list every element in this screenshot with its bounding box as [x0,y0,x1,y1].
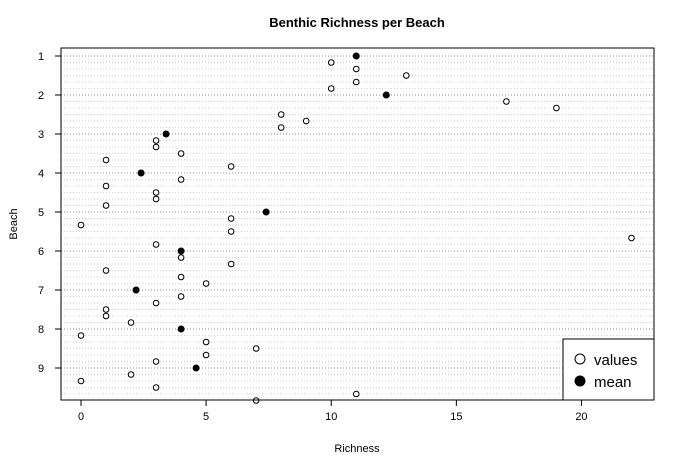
value-point [102,156,110,164]
value-point [277,124,285,131]
value-point [77,221,85,229]
value-point [202,351,210,359]
legend-mean-marker [574,375,586,387]
chart-title: Benthic Richness per Beach [269,15,445,30]
legend: values mean [562,338,655,401]
mean-point [352,52,360,60]
x-tick-label: 10 [325,411,337,423]
y-tick-label: 3 [38,129,44,141]
y-tick-label: 2 [38,90,44,102]
y-tick-label: 7 [38,285,44,297]
value-point [102,312,110,320]
value-point [352,390,360,398]
value-point [152,241,160,248]
y-axis-label: Beach [8,208,20,239]
y-axis: 1 2 3 4 5 6 7 8 9 [38,51,61,375]
y-tick-label: 6 [38,246,44,258]
mean-point [382,91,390,99]
value-point [202,280,210,287]
value-point [327,85,335,92]
value-point [152,143,160,151]
legend-values-label: values [594,352,637,369]
value-point [152,384,160,391]
y-tick-label: 8 [38,324,44,336]
x-tick-label: 15 [450,411,462,423]
value-point [227,215,235,222]
value-point [177,150,185,157]
value-point [102,182,110,190]
plot-frame [60,47,655,401]
mean-point [262,208,270,216]
value-point [628,234,635,242]
legend-values-marker [574,353,586,365]
legend-mean-label: mean [594,374,632,391]
value-point [177,293,185,300]
value-point [227,228,235,235]
value-point [202,338,210,346]
mean-point [177,325,185,333]
mean-point [177,247,185,255]
mean-point [137,169,145,177]
value-point [177,273,185,281]
x-tick-label: 5 [203,411,209,423]
value-point [152,137,160,144]
value-point [102,267,110,274]
value-point [127,371,135,378]
value-point [252,345,260,352]
y-tick-label: 4 [38,168,44,180]
value-point [177,254,185,261]
x-tick-label: 0 [78,411,84,423]
value-point [327,59,335,66]
value-point [177,176,185,183]
value-point [352,65,360,73]
y-tick-label: 5 [38,207,44,219]
value-point [77,332,85,339]
x-axis-label: Richness [334,443,380,455]
value-point [553,104,560,112]
value-point [127,319,135,326]
y-tick-label: 1 [38,51,44,63]
mean-series [132,52,390,372]
value-point [302,117,310,125]
value-point [277,111,285,118]
value-point [102,306,110,313]
value-point [152,299,160,307]
value-point [503,98,510,105]
legend-box [562,338,655,401]
mean-point [162,130,170,138]
value-point [227,260,235,268]
mean-point [192,364,200,372]
values-series [77,59,635,404]
x-axis: 0 5 10 15 20 [78,400,588,423]
value-point [152,358,160,365]
value-point [102,202,110,209]
value-point [152,189,160,196]
x-tick-label: 20 [575,411,587,423]
value-point [402,72,410,79]
y-tick-label: 9 [38,363,44,375]
value-point [352,78,360,86]
mean-point [132,286,140,294]
value-point [77,377,85,385]
value-point [152,195,160,203]
value-point [227,163,235,170]
